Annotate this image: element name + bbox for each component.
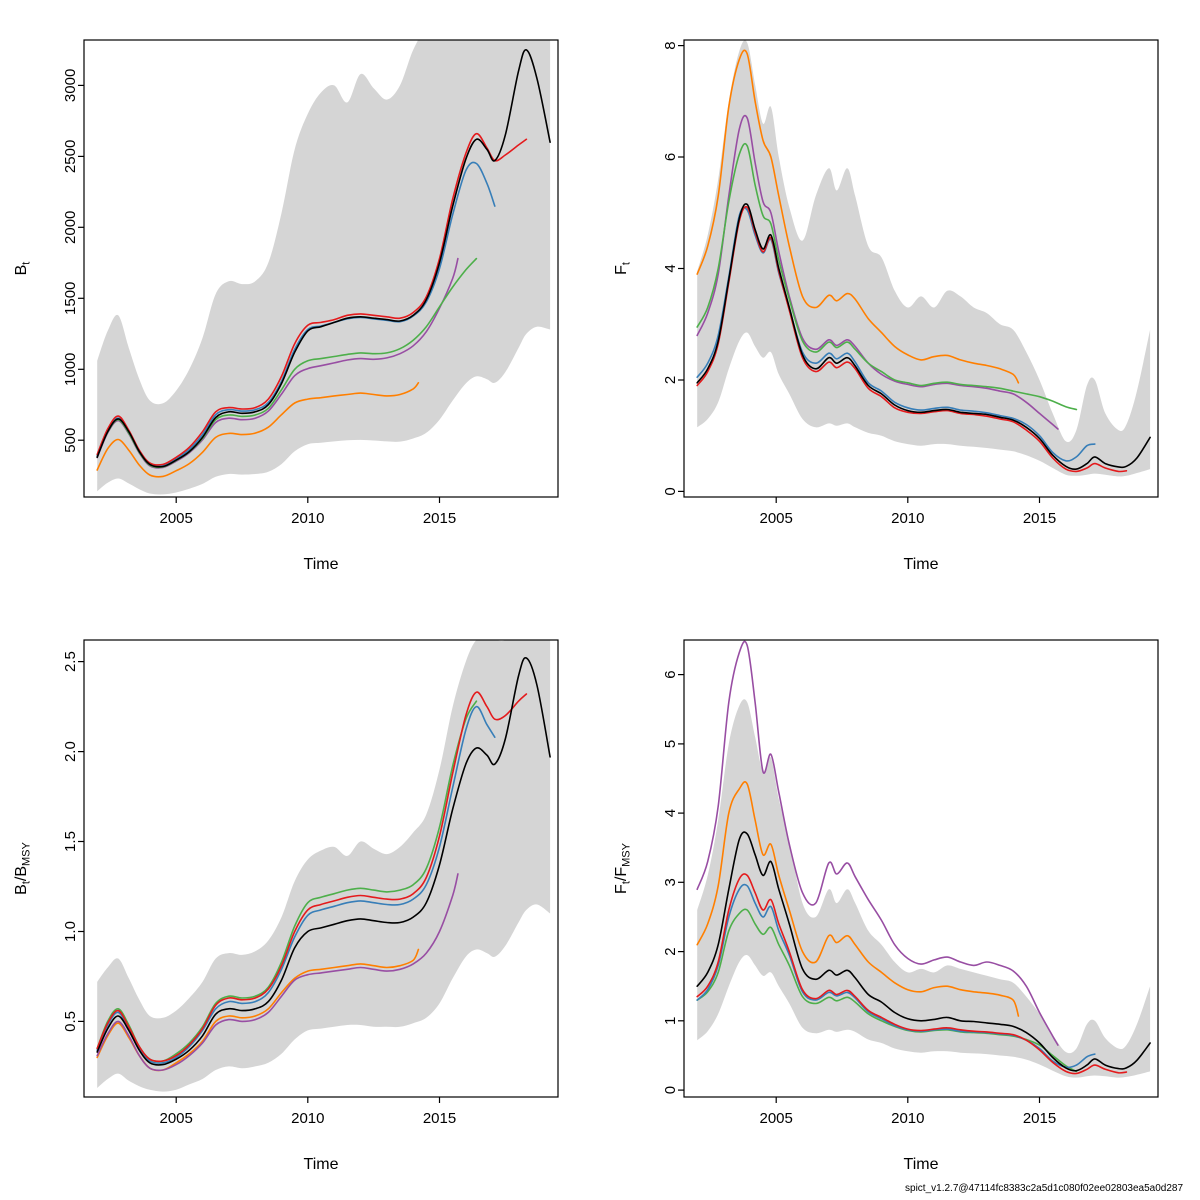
svg-text:1000: 1000: [62, 353, 79, 386]
svg-text:Time: Time: [304, 1156, 339, 1173]
svg-text:1: 1: [662, 1017, 679, 1025]
svg-text:1.5: 1.5: [62, 831, 79, 852]
svg-text:Time: Time: [904, 1156, 939, 1173]
svg-text:6: 6: [662, 153, 679, 161]
svg-text:1.0: 1.0: [62, 921, 79, 942]
svg-text:2015: 2015: [423, 510, 456, 527]
biomass-chart: 2005 2010 2015 500 1000 1500 2000 2500 3000 Time B…: [13, 39, 559, 573]
svg-text:2015: 2015: [1023, 510, 1056, 527]
svg-text:2.5: 2.5: [62, 651, 79, 672]
svg-text:Bt: Bt: [13, 262, 33, 276]
svg-text:0: 0: [662, 487, 679, 495]
b-over-bmsy-chart: 2005 2010 2015 0.5 1.0 1.5 2.0 2.5 Time Bt/BMSY: [13, 639, 559, 1173]
svg-text:1500: 1500: [62, 282, 79, 315]
panel-f-over-fmsy: 2005 2010 2015 0 1 2 3 4 5 6 Time Ft/FMSY: [600, 600, 1200, 1200]
fishing-mortality-chart: 2005 2010 2015 0 2 4 6 8 Time Ft: [613, 39, 1159, 573]
svg-text:Ft/FMSY: Ft/FMSY: [613, 842, 633, 894]
svg-text:2005: 2005: [760, 1110, 793, 1127]
svg-text:2500: 2500: [62, 140, 79, 173]
svg-text:5: 5: [662, 740, 679, 748]
svg-text:2: 2: [662, 376, 679, 384]
svg-text:2005: 2005: [760, 510, 793, 527]
version-caption: spict_v1.2.7@47114fc8383c2a5d1c080f02ee0…: [905, 1183, 1183, 1194]
svg-text:Ft: Ft: [613, 262, 633, 275]
panel-b-over-bmsy: 2005 2010 2015 0.5 1.0 1.5 2.0 2.5 Time Bt/BMSY: [0, 600, 600, 1200]
svg-text:4: 4: [662, 809, 679, 817]
svg-text:3000: 3000: [62, 69, 79, 102]
svg-text:Time: Time: [904, 556, 939, 573]
panel-biomass: 2005 2010 2015 500 1000 1500 2000 2500 3000 Time B…: [0, 0, 600, 600]
svg-text:2: 2: [662, 947, 679, 955]
svg-text:2.0: 2.0: [62, 741, 79, 762]
svg-text:2015: 2015: [1023, 1110, 1056, 1127]
svg-text:4: 4: [662, 264, 679, 272]
svg-text:0.5: 0.5: [62, 1011, 79, 1032]
svg-text:Time: Time: [304, 556, 339, 573]
svg-text:8: 8: [662, 41, 679, 49]
svg-text:Bt/BMSY: Bt/BMSY: [13, 841, 33, 894]
svg-text:2015: 2015: [423, 1110, 456, 1127]
svg-text:0: 0: [662, 1086, 679, 1094]
svg-text:2000: 2000: [62, 211, 79, 244]
svg-text:2010: 2010: [891, 1110, 924, 1127]
f-over-fmsy-chart: 2005 2010 2015 0 1 2 3 4 5 6 Time Ft/FMSY: [613, 639, 1159, 1173]
svg-text:500: 500: [62, 428, 79, 453]
svg-text:2010: 2010: [891, 510, 924, 527]
panel-fishing-mortality: 2005 2010 2015 0 2 4 6 8 Time Ft: [600, 0, 1200, 600]
svg-text:2010: 2010: [291, 510, 324, 527]
svg-text:3: 3: [662, 878, 679, 886]
svg-text:2005: 2005: [160, 510, 193, 527]
svg-text:6: 6: [662, 670, 679, 678]
svg-text:2005: 2005: [160, 1110, 193, 1127]
svg-text:2010: 2010: [291, 1110, 324, 1127]
